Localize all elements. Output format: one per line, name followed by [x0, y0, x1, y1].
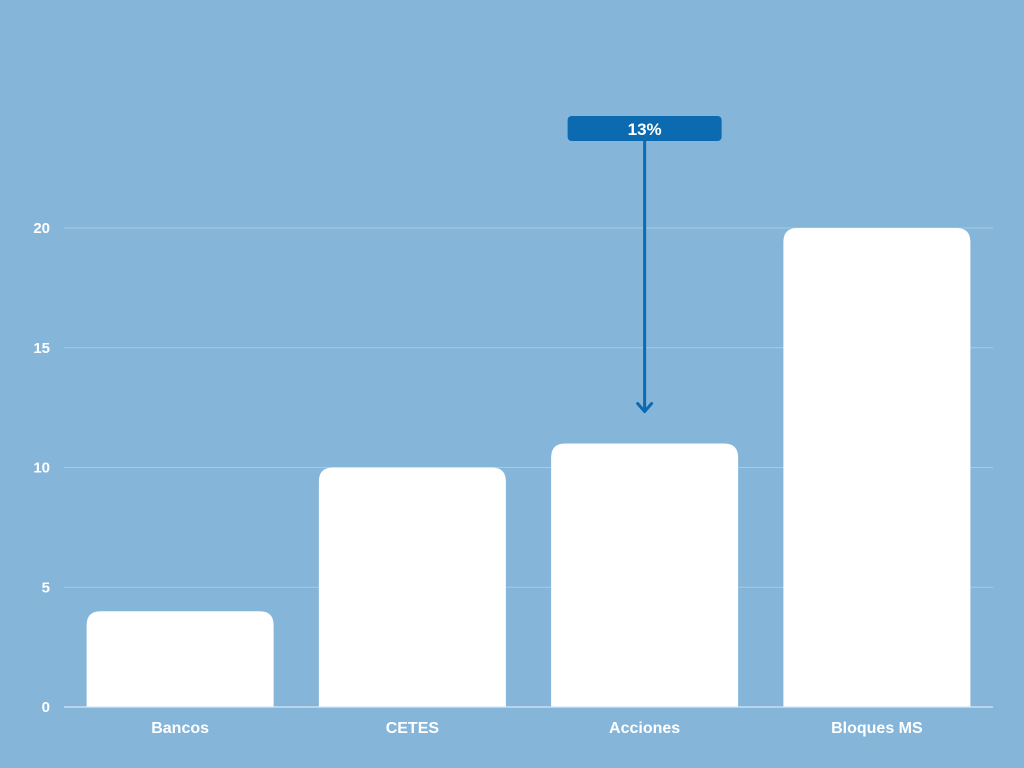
y-tick-label: 0	[42, 699, 50, 716]
y-axis-ticks: 0 5 10 15 20	[33, 220, 50, 716]
annotations: 13%	[567, 116, 722, 414]
annotation-arrow-head	[636, 402, 654, 414]
y-tick-label: 10	[33, 460, 50, 477]
y-tick-label: 5	[42, 579, 50, 596]
bar-bloques-ms	[783, 228, 971, 707]
y-tick-label: 20	[33, 220, 50, 237]
bar-bancos	[86, 611, 274, 707]
x-category-label: Bancos	[151, 720, 209, 737]
x-category-label: Bloques MS	[831, 720, 923, 737]
x-category-label: CETES	[386, 720, 440, 737]
bar-cetes	[318, 467, 506, 707]
y-tick-label: 15	[33, 340, 50, 357]
bar-acciones	[551, 443, 739, 707]
x-axis-labels: Bancos CETES Acciones Bloques MS	[151, 720, 923, 737]
bars	[86, 228, 971, 707]
x-category-label: Acciones	[609, 720, 680, 737]
annotation-label-box	[567, 116, 722, 141]
annotation-label: 13%	[628, 120, 662, 139]
